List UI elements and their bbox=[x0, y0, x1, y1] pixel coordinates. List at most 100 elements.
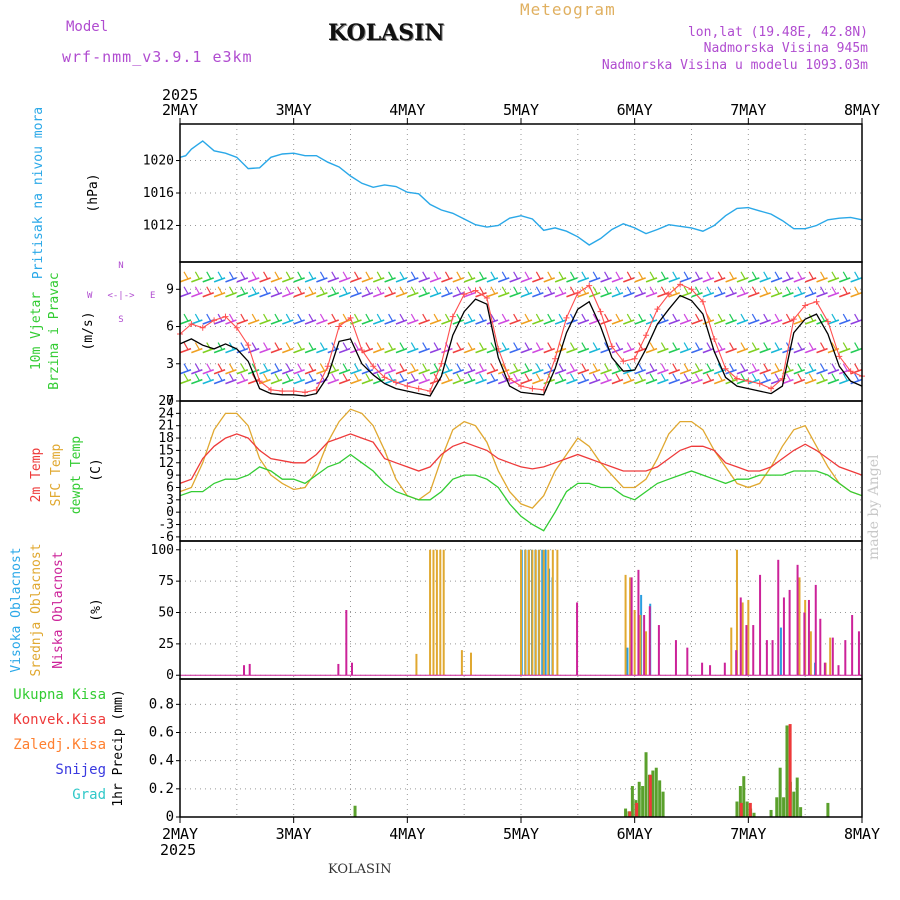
cloud-bar bbox=[551, 549, 554, 676]
xtick-label-top: 5MAY bbox=[503, 101, 539, 119]
wind-barb bbox=[691, 277, 703, 283]
wind-barb-flag bbox=[785, 313, 791, 322]
wind-barb-flag bbox=[228, 271, 234, 280]
wind-barb bbox=[691, 368, 703, 375]
gust-marker bbox=[404, 383, 411, 390]
wind-barb-flag bbox=[626, 313, 632, 322]
wind-barb bbox=[213, 277, 226, 283]
wind-barb-flag bbox=[660, 286, 666, 295]
wind-barb-flag bbox=[683, 363, 689, 371]
wind-barb-flag bbox=[649, 271, 655, 280]
wind-barb bbox=[588, 291, 601, 298]
cloud-bar bbox=[701, 662, 704, 676]
wind-barb-flag bbox=[376, 363, 382, 371]
cloud-bar bbox=[844, 640, 847, 676]
wind-barb-flag bbox=[706, 271, 712, 280]
wind-barb bbox=[600, 347, 612, 354]
wind-barb-flag bbox=[297, 286, 303, 295]
wind-barb bbox=[850, 319, 862, 325]
wind-barb-flag bbox=[456, 363, 462, 371]
wind-barb bbox=[759, 291, 771, 298]
wind-barb-flag bbox=[694, 271, 701, 280]
wind-barb bbox=[338, 347, 351, 354]
wind-barb-flag bbox=[365, 313, 371, 322]
wind-barb-flag bbox=[763, 313, 769, 322]
wind-barb-flag bbox=[217, 363, 223, 371]
wind-barb-flag bbox=[217, 271, 223, 280]
wind-barb bbox=[713, 277, 726, 283]
wind-barb-flag bbox=[729, 313, 735, 322]
wind-barb bbox=[611, 291, 624, 298]
wind-barb-flag bbox=[342, 363, 348, 371]
wind-barb bbox=[213, 319, 226, 325]
ytick-label: 0 bbox=[166, 394, 174, 409]
wind-barb bbox=[657, 378, 669, 385]
wind-barb-flag bbox=[251, 271, 257, 280]
wind-barb bbox=[463, 291, 476, 298]
wind-barb bbox=[566, 277, 578, 283]
wind-barb-flag bbox=[399, 286, 405, 295]
wind-barb-flag bbox=[479, 342, 485, 350]
cloud-bar bbox=[415, 653, 418, 676]
wind-barb bbox=[702, 368, 715, 375]
wind-barb-flag bbox=[854, 373, 860, 381]
wind-barb bbox=[827, 368, 840, 375]
wind-barb bbox=[623, 378, 635, 385]
wind-barb-flag bbox=[513, 313, 519, 322]
wind-barb bbox=[497, 291, 510, 298]
wind-barb bbox=[634, 368, 646, 375]
wind-barb-flag bbox=[638, 286, 644, 295]
cloud-bar bbox=[556, 549, 559, 676]
wind-barb-flag bbox=[353, 313, 360, 322]
wind-barb-flag bbox=[592, 271, 598, 280]
wind-barb bbox=[327, 368, 340, 375]
wind-barb-flag bbox=[797, 271, 803, 280]
wind-barb bbox=[850, 291, 862, 298]
wind-barb bbox=[736, 347, 749, 354]
wind-barb bbox=[350, 368, 362, 375]
wind-barb-flag bbox=[774, 363, 780, 371]
wind-barb bbox=[725, 277, 737, 283]
wind-barb-flag bbox=[274, 363, 280, 371]
wind-barb bbox=[441, 378, 453, 385]
wind-barb-flag bbox=[319, 286, 325, 295]
wind-barb-flag bbox=[308, 271, 314, 280]
wind-barb-flag bbox=[194, 363, 200, 371]
wind-barb bbox=[452, 378, 465, 385]
xtick-label-bottom: 6MAY bbox=[617, 825, 653, 843]
wind-barb-flag bbox=[228, 286, 234, 295]
precip-bar bbox=[745, 801, 749, 817]
wind-barb bbox=[509, 277, 521, 283]
wind-barb bbox=[691, 319, 703, 325]
wind-barb-flag bbox=[263, 363, 269, 371]
wind-barb bbox=[384, 291, 396, 298]
temp-line-2 bbox=[179, 408, 863, 509]
panel-4-axis: 0 25 50 75 100 bbox=[151, 541, 862, 683]
wind-barb-flag bbox=[547, 271, 553, 280]
wind-barb bbox=[759, 368, 771, 375]
wind-barb-flag bbox=[842, 363, 848, 371]
wind-barb bbox=[441, 347, 453, 354]
wind-barb-flag bbox=[558, 286, 564, 295]
cloud-bar bbox=[814, 584, 817, 676]
wind-barb-flag bbox=[490, 271, 496, 280]
wind-barb-flag bbox=[376, 313, 382, 322]
wind-barb-flag bbox=[331, 271, 337, 280]
wind-barb bbox=[418, 378, 430, 385]
wind-barb bbox=[566, 368, 578, 375]
gust-marker bbox=[381, 374, 388, 381]
gust-marker bbox=[847, 368, 854, 375]
wind-barb-flag bbox=[501, 271, 507, 280]
wind-barb-flag bbox=[388, 313, 394, 322]
wind-barb-flag bbox=[422, 363, 428, 371]
wind-barb bbox=[225, 347, 237, 354]
wind-barb-flag bbox=[263, 286, 269, 295]
wind-barb bbox=[509, 319, 521, 325]
wind-barb bbox=[282, 347, 294, 354]
wind-barb-flag bbox=[785, 373, 791, 381]
cloud-bar bbox=[624, 574, 627, 676]
wind-barb bbox=[418, 319, 430, 325]
wind-barb-flag bbox=[831, 363, 837, 371]
precip-bar bbox=[742, 776, 746, 817]
